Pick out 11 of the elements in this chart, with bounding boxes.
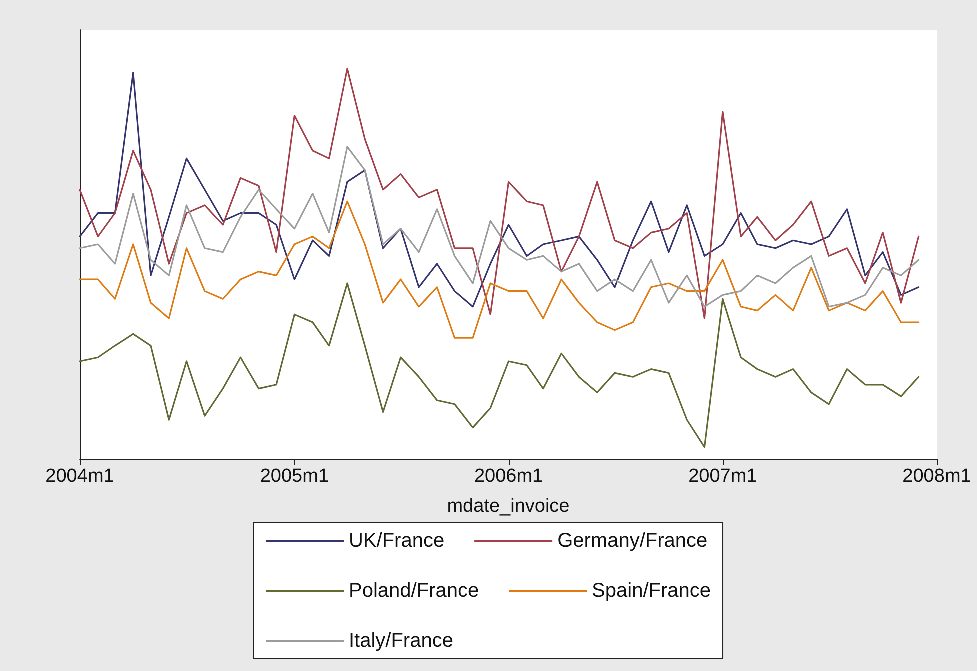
legend-label: UK/France [348,530,445,552]
legend-label: Germany/France [558,530,708,552]
x-tick-label: 2007m1 [688,466,758,487]
x-tick-label: 2006m1 [474,466,544,487]
x-axis-title: mdate_invoice [447,496,570,517]
x-tick-label: 2005m1 [260,466,330,487]
legend-label: Italy/France [348,630,454,652]
x-tick-label: 2004m1 [46,466,114,487]
x-tick-label: 2008m1 [902,466,972,487]
legend-label: Poland/France [348,580,480,602]
legend-label: Spain/France [592,580,712,602]
